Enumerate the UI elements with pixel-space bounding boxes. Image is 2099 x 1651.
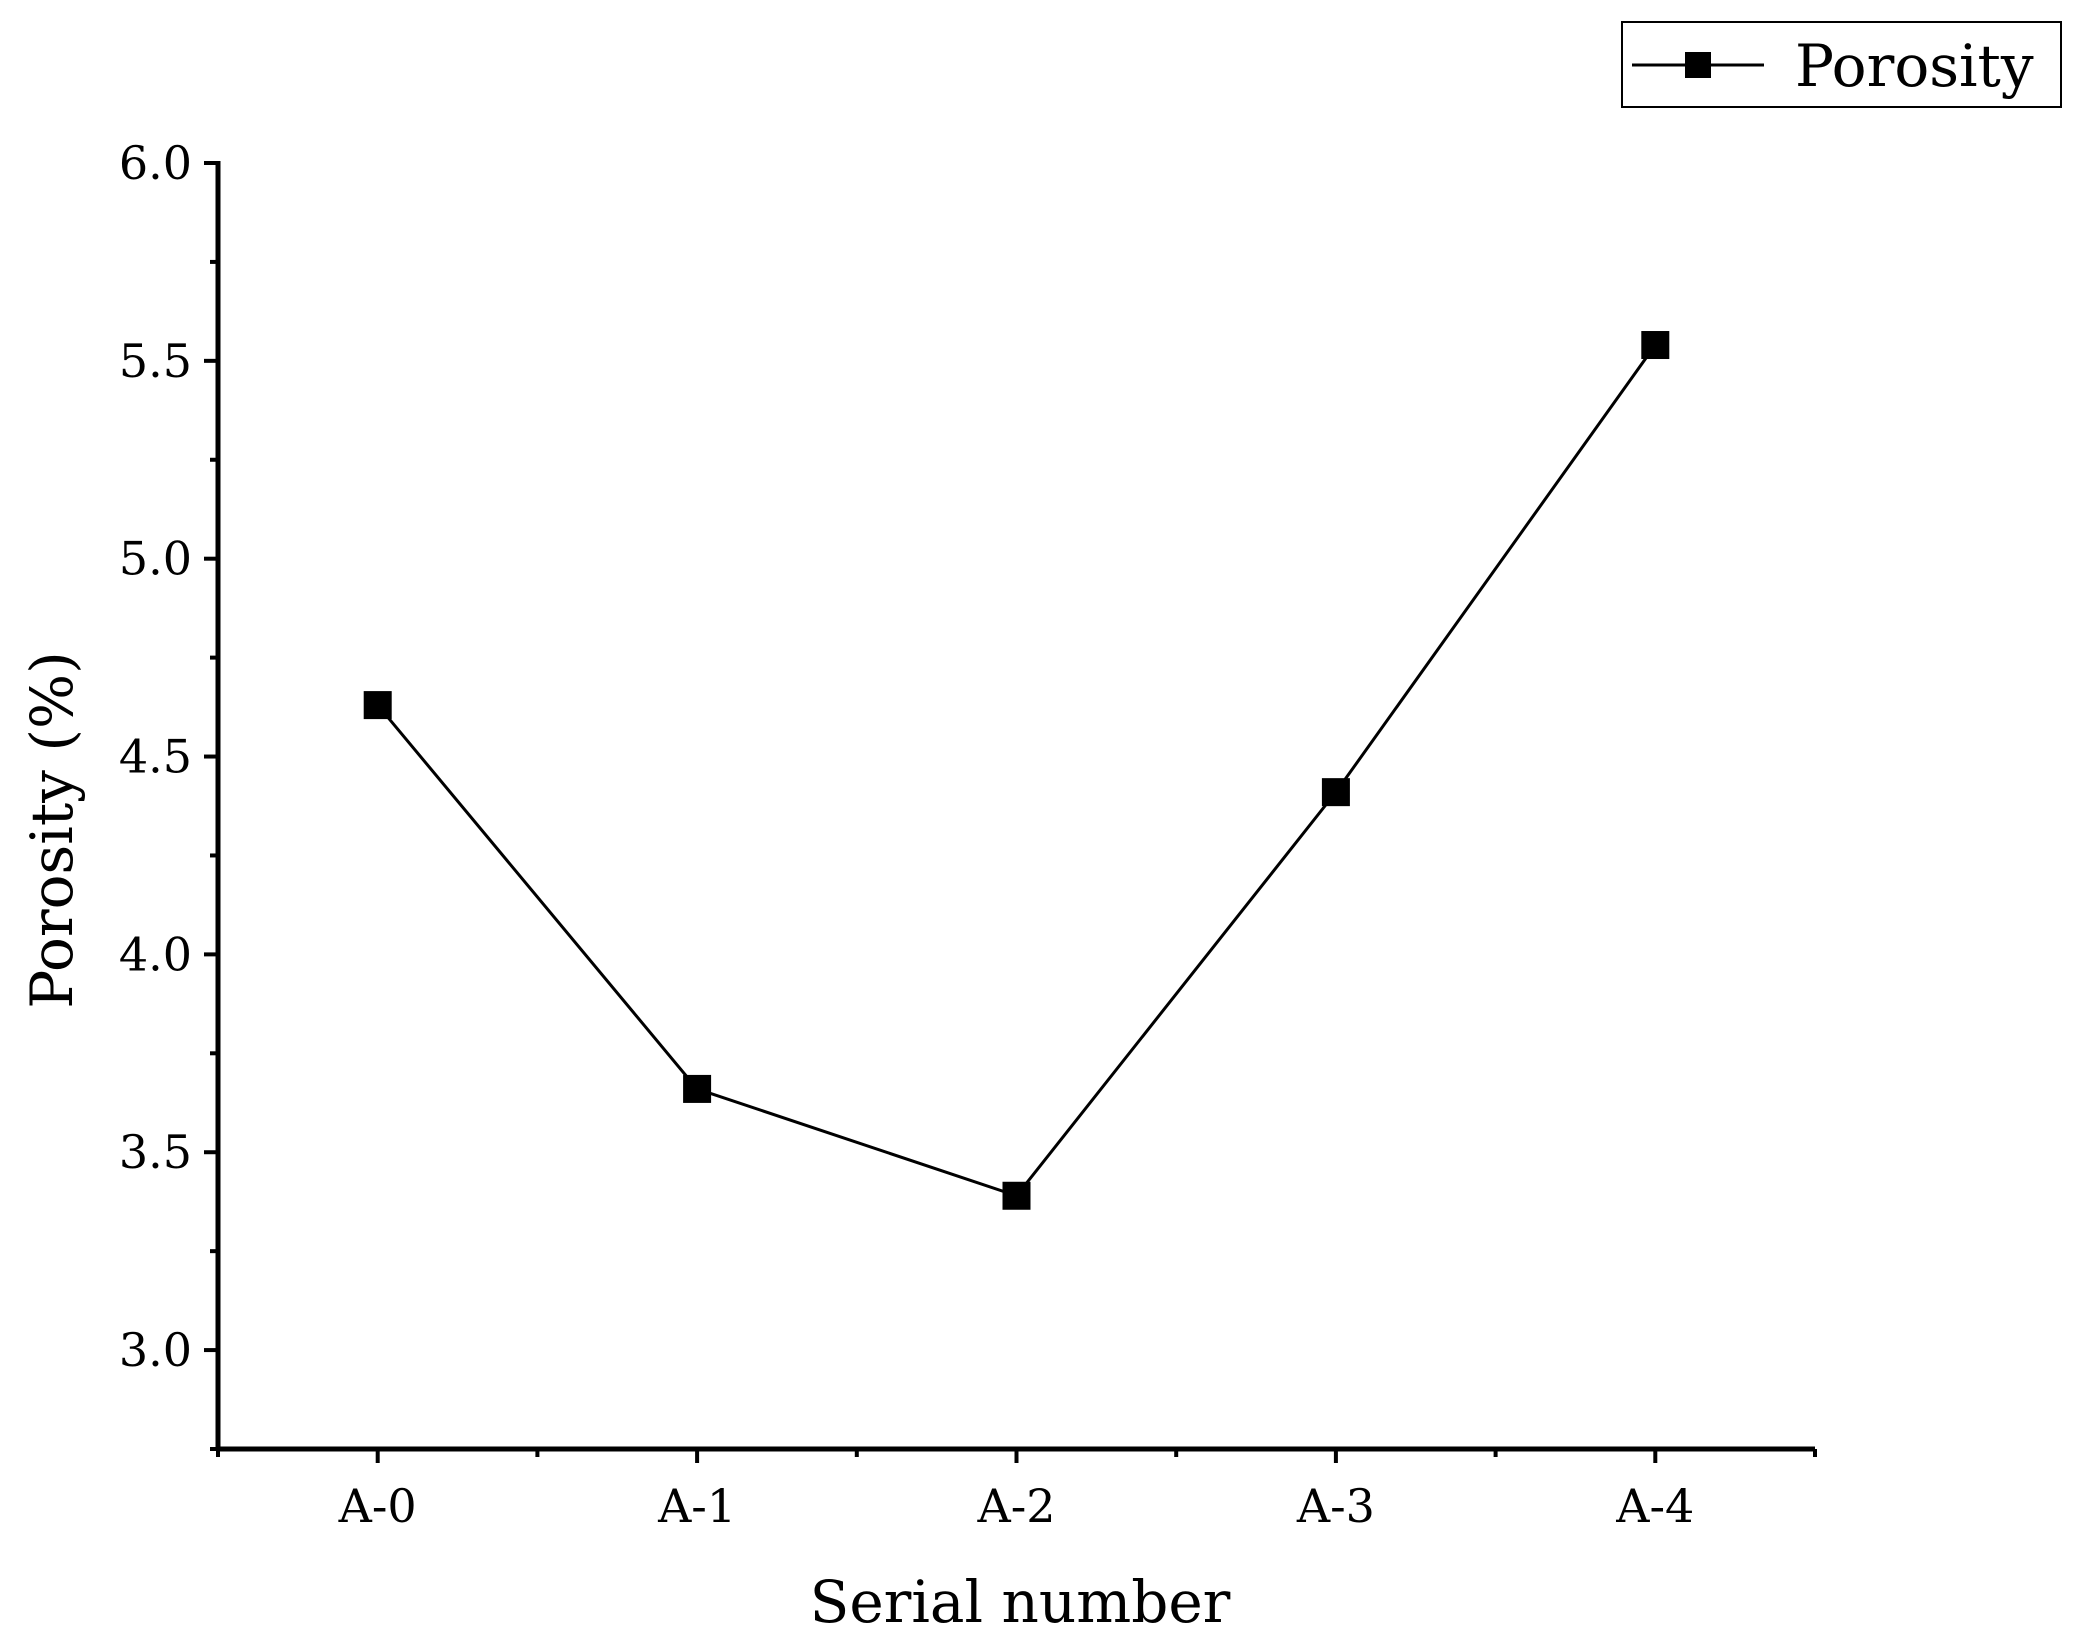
x-axis-title: Serial number [810,1568,1231,1636]
y-tick-label: 5.0 [119,532,192,586]
legend-marker [1685,52,1711,78]
x-axis-ticks: A-0 A-1 A-2 A-3 A-4 [216,1449,1817,1533]
data-point [683,1074,712,1103]
data-point [1002,1181,1031,1210]
y-tick-label: 4.0 [119,927,192,981]
data-point [363,691,392,720]
x-tick-label: A-1 [657,1479,736,1533]
series-porosity [363,331,1670,1210]
y-tick-label: 5.5 [119,334,192,388]
y-axis-title: Porosity (%) [18,651,86,1008]
y-tick-label: 4.5 [119,730,192,784]
y-tick-label: 3.0 [119,1323,192,1377]
x-tick-label: A-0 [338,1479,417,1533]
x-tick-label: A-2 [976,1479,1055,1533]
legend: Porosity [1621,21,2062,108]
y-tick-label: 6.0 [119,136,192,190]
data-point [1641,331,1670,360]
data-point [1321,778,1350,807]
y-tick-label: 3.5 [119,1125,192,1179]
x-tick-label: A-4 [1615,1479,1694,1533]
x-tick-label: A-3 [1296,1479,1375,1533]
y-axis-ticks: 3.0 3.5 4.0 4.5 5.0 5.5 6.0 [119,136,218,1451]
series-line [376,344,1657,1198]
axes [215,161,1815,1452]
legend-label: Porosity [1795,32,2034,100]
